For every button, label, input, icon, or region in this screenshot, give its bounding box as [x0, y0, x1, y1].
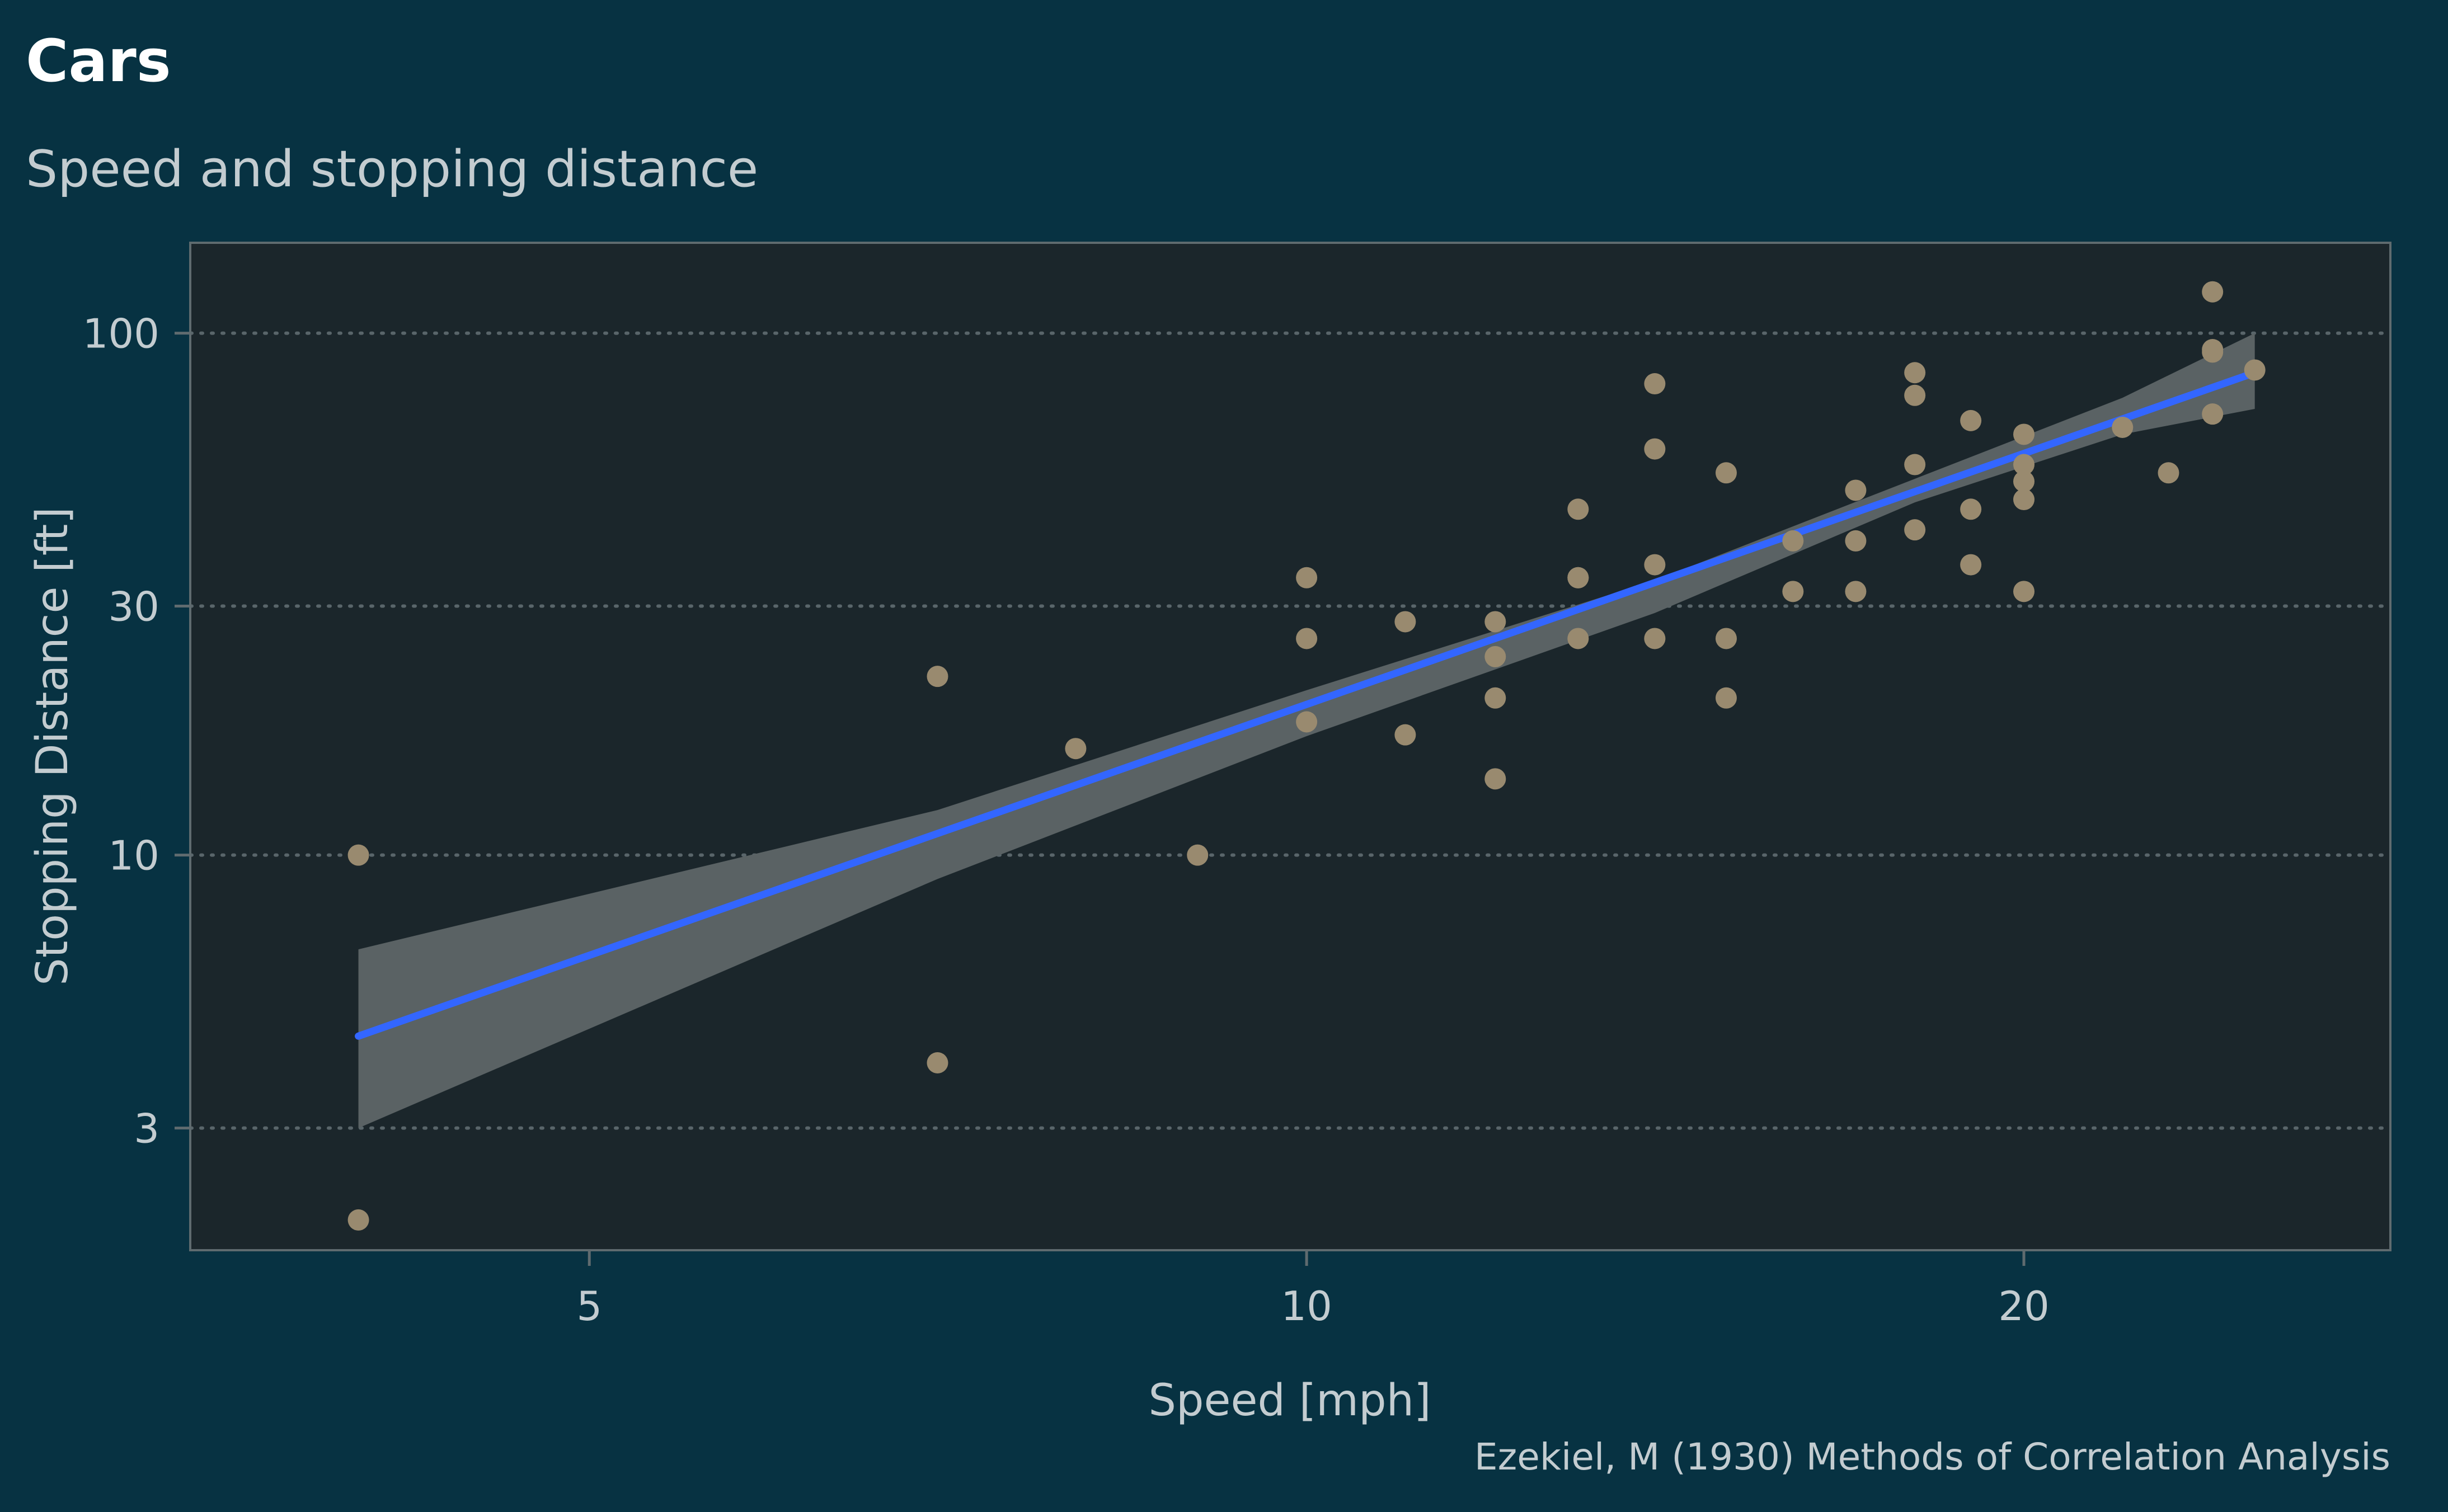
- data-point: [347, 844, 369, 866]
- x-axis-title: Speed [mph]: [1148, 1376, 1431, 1426]
- data-point: [927, 666, 948, 687]
- data-point: [1567, 628, 1589, 649]
- axis-layer: 5 10 20 3 10 30 100: [83, 242, 2391, 1330]
- data-point: [1845, 530, 1867, 552]
- data-point: [2112, 416, 2134, 438]
- x-tick-label: 20: [1998, 1283, 2050, 1330]
- y-tick-label: 30: [108, 583, 159, 630]
- data-point: [927, 1052, 948, 1074]
- y-tick-label: 3: [134, 1105, 159, 1152]
- data-point: [1644, 554, 1666, 576]
- data-point: [1644, 373, 1666, 395]
- data-point: [1845, 479, 1867, 501]
- data-point: [1644, 438, 1666, 460]
- data-point: [1567, 498, 1589, 520]
- data-point: [1960, 409, 1982, 431]
- data-point: [1296, 711, 1318, 733]
- chart-title: Cars: [26, 27, 171, 95]
- data-point: [1296, 628, 1318, 649]
- data-point: [1904, 362, 1926, 384]
- fit-line-layer: [355, 369, 2259, 1040]
- data-point: [1484, 687, 1506, 709]
- data-point: [1904, 519, 1926, 541]
- data-point: [1960, 498, 1982, 520]
- data-point: [1715, 462, 1737, 484]
- data-point: [1484, 646, 1506, 667]
- data-point: [1394, 724, 1416, 746]
- data-point: [2013, 470, 2035, 492]
- fit-line: [355, 369, 2259, 1040]
- data-point: [1065, 738, 1087, 760]
- data-point: [2158, 462, 2179, 484]
- data-point: [1960, 554, 1982, 576]
- data-point: [2202, 339, 2224, 361]
- data-point: [2013, 454, 2035, 475]
- data-point: [2013, 423, 2035, 445]
- data-point: [1782, 530, 1804, 552]
- data-point: [1394, 611, 1416, 633]
- data-point: [2013, 581, 2035, 602]
- chart-subtitle: Speed and stopping distance: [26, 140, 759, 199]
- data-point: [1904, 454, 1926, 475]
- data-point: [1296, 567, 1318, 588]
- plot-panel: [190, 243, 2390, 1250]
- data-point: [1782, 581, 1804, 602]
- data-point: [347, 1209, 369, 1231]
- data-point: [2202, 403, 2224, 425]
- y-tick-label: 10: [108, 832, 159, 879]
- data-point: [2244, 359, 2266, 381]
- x-tick-label: 5: [576, 1283, 602, 1330]
- chart-caption: Ezekiel, M (1930) Methods of Correlation…: [1474, 1435, 2390, 1478]
- x-tick-label: 10: [1281, 1283, 1332, 1330]
- data-point: [1904, 384, 1926, 406]
- y-tick-label: 100: [83, 310, 159, 357]
- data-point: [2202, 281, 2224, 303]
- data-point: [1187, 844, 1209, 866]
- data-point: [1644, 628, 1666, 649]
- data-point: [1845, 581, 1867, 602]
- y-axis-title: Stopping Distance [ft]: [27, 507, 78, 986]
- data-point: [1715, 628, 1737, 649]
- data-point: [1484, 611, 1506, 633]
- points-layer: [347, 281, 2266, 1231]
- data-point: [1715, 687, 1737, 709]
- data-point: [2013, 489, 2035, 511]
- panel-border: [189, 242, 2391, 1251]
- data-point: [1484, 768, 1506, 790]
- data-point: [1567, 567, 1589, 588]
